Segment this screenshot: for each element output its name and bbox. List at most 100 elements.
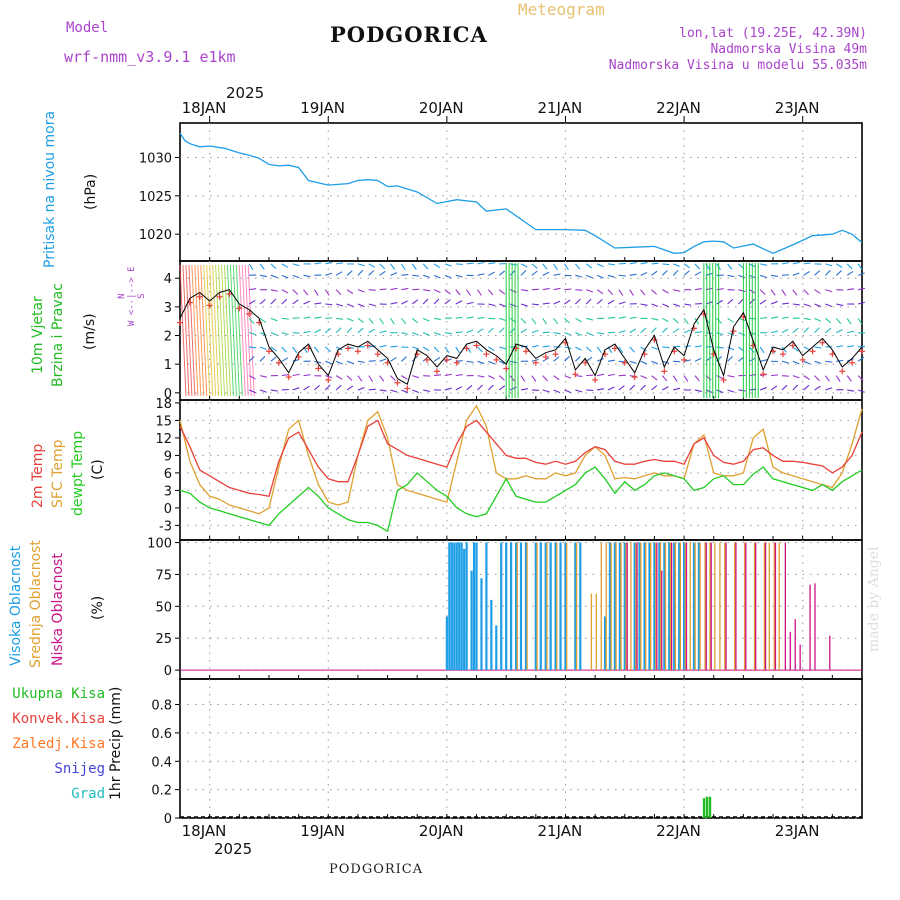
wind-arrow: [531, 318, 537, 325]
wind-arrow: [531, 345, 539, 348]
wind-stripe: [223, 264, 231, 397]
wind-arrow: [433, 298, 440, 305]
wind-arrow: [716, 346, 724, 349]
wind-arrow: [390, 263, 396, 270]
wind-arrow: [314, 302, 322, 305]
wind-arrow: [422, 263, 429, 270]
wind-arrow: [281, 357, 289, 362]
wind-arrow: [390, 287, 398, 291]
wind-arrow: [803, 289, 809, 296]
ytick-label-temperature: 15: [155, 414, 172, 429]
wind-arrow: [259, 317, 267, 323]
wind-arrow: [379, 263, 386, 270]
wind-arrow: [629, 262, 637, 265]
wind-arrow: [248, 356, 255, 362]
wind-arrow: [422, 274, 430, 278]
wind-arrow: [270, 346, 277, 352]
wind-arrow: [433, 263, 441, 269]
model-label: Model: [66, 20, 109, 36]
wind-arrow: [249, 288, 257, 291]
wind-arrow: [640, 262, 648, 265]
wind-arrow: [531, 303, 539, 306]
wind-arrow: [499, 303, 506, 308]
wind-arrow: [597, 332, 605, 335]
wind-arrow: [390, 302, 398, 305]
wind-arrow: [292, 373, 300, 377]
wind-arrow: [683, 375, 689, 382]
wind-arrow: [542, 263, 548, 270]
wind-arrow: [857, 301, 865, 305]
wind-arrow: [520, 388, 528, 391]
wind-arrow: [531, 263, 538, 269]
wind-arrow: [835, 270, 842, 276]
wind-arrow: [629, 375, 637, 378]
wind-arrow: [520, 328, 528, 334]
wind-arrow: [607, 289, 614, 296]
wind-arrow: [412, 346, 420, 350]
wind-arrow: [281, 289, 289, 294]
wind-stripe: [200, 264, 208, 397]
wind-arrow: [575, 289, 583, 291]
wind-arrow: [466, 289, 471, 296]
wind-arrow: [727, 389, 735, 393]
wind-arrow: [618, 289, 624, 296]
wind-arrow: [727, 298, 734, 305]
wind-arrow: [488, 360, 496, 365]
wind-arrow: [314, 316, 322, 319]
wind-arrow: [313, 289, 319, 296]
wind-arrow: [651, 262, 659, 265]
wind-arrow: [825, 360, 833, 363]
wind-arrow: [803, 317, 811, 321]
wind-arrow: [401, 332, 409, 335]
wind-arrow: [814, 317, 822, 322]
wind-arrow: [433, 332, 441, 336]
wind-arrow: [477, 273, 485, 276]
wind-arrow: [618, 346, 624, 354]
wind-arrow: [487, 289, 494, 296]
wind-arrow: [281, 317, 289, 320]
ytick-label-wind: 1: [164, 358, 172, 373]
wind-arrow: [770, 330, 779, 334]
wind-arrow: [618, 330, 626, 334]
wind-arrow: [411, 317, 419, 324]
wind-arrow: [444, 299, 451, 305]
wind-arrow: [336, 262, 344, 265]
ytick-label-cloud_cover: 50: [155, 600, 172, 615]
wind-arrow: [411, 299, 419, 305]
wind-arrow: [368, 360, 376, 362]
wind-arrow: [400, 263, 406, 271]
wind-arrow: [390, 356, 397, 362]
wind-arrow: [716, 299, 723, 305]
wind-arrow: [488, 317, 496, 320]
wind-arrow: [444, 289, 451, 295]
wind-arrow: [520, 270, 527, 276]
wind-arrow: [303, 274, 311, 278]
wind-arrow: [640, 360, 648, 365]
wind-arrow: [607, 263, 615, 266]
bottom-day-label: 21JAN: [537, 822, 583, 840]
wind-arrow: [673, 387, 681, 391]
wind-arrow: [422, 317, 430, 322]
wind-arrow: [640, 289, 646, 296]
wind-arrow: [346, 385, 354, 391]
wind-arrow: [738, 274, 746, 279]
wind-stripe: [197, 264, 205, 397]
wind-arrow: [411, 263, 417, 270]
wind-arrow: [270, 263, 277, 270]
wind-arrow: [596, 289, 604, 295]
ytick-label-precipitation: 0.4: [151, 755, 172, 770]
wind-arrow: [629, 273, 637, 276]
panel-frame-precipitation: [179, 678, 863, 819]
wind-arrow: [846, 318, 852, 325]
wind-arrow: [248, 263, 254, 271]
wind-arrow: [792, 384, 799, 391]
wind-arrow: [346, 289, 354, 295]
wind-arrow: [651, 346, 659, 350]
wind-arrow: [781, 262, 789, 265]
wind-arrow: [586, 374, 594, 377]
wind-arrow: [825, 317, 832, 324]
wind-arrow: [596, 357, 604, 362]
wind-arrow: [357, 375, 363, 382]
wind-arrow: [759, 289, 766, 295]
